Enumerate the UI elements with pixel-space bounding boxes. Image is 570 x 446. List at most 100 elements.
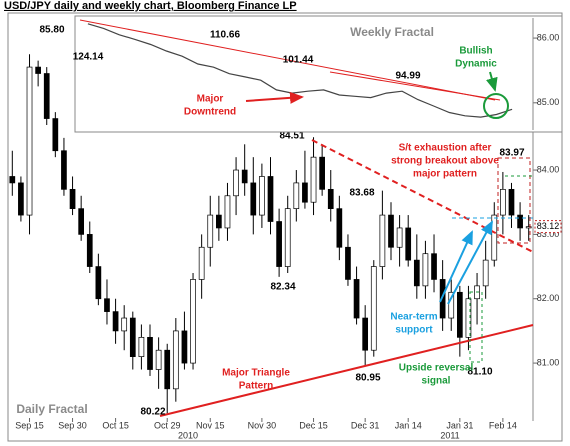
- price-label: 80.95: [355, 373, 380, 384]
- candle-body: [181, 330, 188, 364]
- candle-body: [52, 118, 59, 152]
- x-tick-label: Oct 29: [154, 420, 181, 430]
- triangle-resistance: [311, 139, 534, 253]
- x-tick-label: Jan 14: [395, 420, 422, 430]
- candle-body: [482, 259, 489, 287]
- annotation: S/t exhaustion after: [399, 143, 492, 154]
- annotation: major pattern: [413, 169, 477, 180]
- candle-body: [362, 317, 369, 351]
- candle-body: [259, 176, 265, 216]
- candle-body: [491, 214, 498, 261]
- candle-body: [267, 176, 274, 222]
- candle-body: [207, 214, 214, 248]
- x-tick-label: Dec 31: [351, 420, 380, 430]
- arrow: [447, 220, 493, 305]
- annotation: Pattern: [239, 381, 273, 392]
- arrow: [486, 71, 498, 92]
- candle-body: [35, 66, 41, 74]
- price-label: 82.34: [270, 282, 295, 293]
- candle-body: [129, 317, 136, 358]
- price-label: 83.97: [499, 148, 524, 159]
- annotation: Near-term: [390, 312, 437, 323]
- candle-body: [293, 182, 300, 209]
- triangle-support: [159, 324, 534, 417]
- annotation: Dynamic: [455, 59, 497, 70]
- highlight-circle: [483, 93, 509, 119]
- candle-body: [43, 73, 50, 119]
- candle-body: [147, 336, 153, 370]
- price-label: 110.66: [210, 30, 240, 41]
- y-tick-label: 81.00: [537, 357, 560, 367]
- candle-body: [190, 279, 196, 364]
- annotation: Major Triangle: [222, 368, 290, 379]
- candle-body: [413, 259, 420, 287]
- year-label: 2010: [178, 430, 198, 440]
- candle-body: [198, 246, 205, 280]
- candle-body: [319, 156, 325, 190]
- candle-body: [78, 208, 85, 235]
- inset-overlays: Weekly Fractal 124.14 110.66 101.44 94.99 Maj…: [73, 19, 509, 119]
- candle-body: [18, 182, 24, 216]
- candle-body: [86, 234, 93, 267]
- candle-body: [241, 169, 248, 184]
- candle-body: [172, 330, 179, 390]
- chart-title: USD/JPY daily and weekly chart, Bloomber…: [4, 0, 297, 12]
- x-tick-label: Dec 15: [299, 420, 328, 430]
- candle-body: [302, 182, 308, 203]
- candle-body: [500, 188, 506, 216]
- price-label: 101.44: [283, 55, 314, 66]
- candle-body: [95, 266, 102, 300]
- annotation: strong breakout above: [391, 156, 499, 167]
- candle-body: [379, 214, 386, 267]
- candle-body: [525, 226, 532, 229]
- y-tick-label: 85.00: [537, 97, 560, 107]
- y-tick-label: 82.00: [537, 293, 560, 303]
- candle-body: [448, 291, 455, 319]
- annotation: Upside reversal: [399, 363, 474, 374]
- candle-body: [465, 298, 472, 338]
- candle-body: [422, 253, 429, 287]
- candle-body: [517, 214, 523, 229]
- arrow: [245, 91, 304, 104]
- candle-body: [224, 195, 231, 229]
- price-label: 94.99: [395, 71, 420, 82]
- annotation: support: [395, 325, 433, 336]
- y-tick-label: 84.00: [537, 164, 560, 174]
- weekly-inset: 85.00 86.00 Weekly Fractal 124.14 110.66 101…: [73, 15, 563, 133]
- annotation: Downtrend: [184, 107, 236, 118]
- x-tick-label: Oct 15: [102, 420, 129, 430]
- panel-label: Weekly Fractal: [350, 25, 434, 39]
- price-label: 85.80: [39, 25, 64, 36]
- price-label: 84.51: [279, 131, 304, 142]
- candle-body: [121, 317, 128, 332]
- inset-frame: [74, 15, 563, 133]
- candle-body: [26, 66, 33, 216]
- exhaustion-box: [497, 157, 531, 244]
- price-label: 80.22: [140, 407, 165, 418]
- candle-body: [431, 253, 437, 280]
- candle-body: [164, 349, 171, 390]
- x-tick-label: Feb 14: [489, 420, 517, 430]
- downtrend-line: [79, 19, 496, 101]
- candle-body: [104, 298, 110, 312]
- annotation: Major: [197, 94, 224, 105]
- candle-body: [327, 188, 334, 209]
- candle-body: [61, 150, 67, 190]
- main-overlays: Daily Fractal 83.12 85.80 84.51 83.97 83.68 82…: [16, 25, 562, 418]
- main-plot: 81.00 82.00 83.00 84.00 Sep 15 Sep 30 Oct 15 Oc…: [9, 15, 560, 440]
- downtrend-line: [329, 71, 501, 101]
- candle-body: [336, 208, 343, 248]
- panel-label: Daily Fractal: [16, 402, 87, 416]
- candle-body: [250, 182, 257, 216]
- candle-body: [310, 156, 317, 203]
- candle-body: [508, 188, 515, 216]
- candle-body: [276, 221, 282, 267]
- price-label: 124.14: [73, 52, 104, 63]
- candle-body: [9, 176, 16, 184]
- last-price-box: [534, 220, 562, 234]
- price-label: 83.68: [349, 188, 374, 199]
- candle-body: [353, 279, 360, 319]
- candle-body: [138, 336, 145, 358]
- last-price: 83.12: [537, 221, 560, 231]
